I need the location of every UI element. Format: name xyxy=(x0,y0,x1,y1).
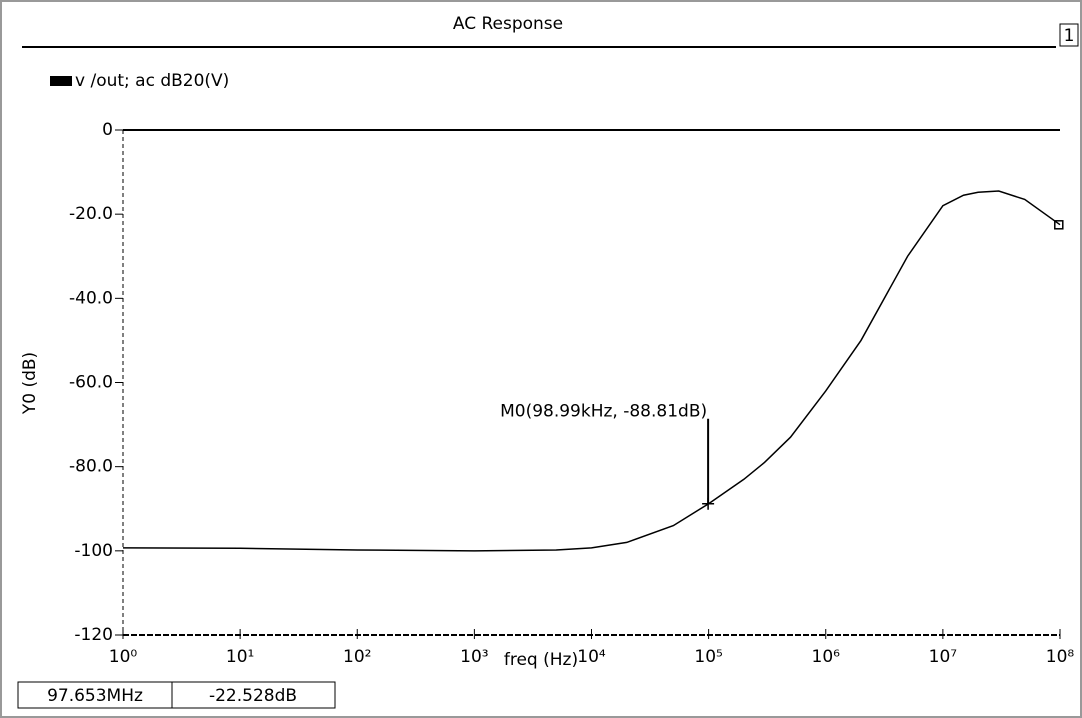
x-tick-label: 10⁴ xyxy=(577,647,606,667)
x-tick-label: 10⁷ xyxy=(929,647,958,667)
legend-swatch xyxy=(50,76,72,86)
x-tick-label: 10¹ xyxy=(226,647,254,667)
y-tick-label: -80.0 xyxy=(69,457,113,477)
x-axis-label: freq (Hz) xyxy=(504,650,578,670)
x-tick-label: 10⁸ xyxy=(1046,647,1075,667)
marker-cross xyxy=(702,497,715,510)
legend-label[interactable]: v /out; ac dB20(V) xyxy=(75,71,229,91)
panel-number[interactable]: 1 xyxy=(1064,26,1075,46)
marker-label: M0(98.99kHz, -88.81dB) xyxy=(500,402,707,422)
x-tick-label: 10² xyxy=(343,647,371,667)
y-tick-label: -20.0 xyxy=(69,204,113,224)
y-tick-label: -40.0 xyxy=(69,288,113,308)
y-axis-label: Y0 (dB) xyxy=(20,352,40,415)
cursor-x-readout: 97.653MHz xyxy=(47,686,143,706)
cursor-x-box xyxy=(17,681,173,709)
window-title: AC Response xyxy=(453,14,563,34)
plot-area xyxy=(123,130,1060,635)
curve xyxy=(122,190,1061,552)
cursor-y-box xyxy=(171,681,336,709)
y-tick-label: -100 xyxy=(74,541,113,561)
x-tick-label: 10⁵ xyxy=(694,647,722,667)
y-tick-label: -120 xyxy=(74,625,113,645)
y-tick-label: 0 xyxy=(102,120,113,140)
x-tick-label: 10³ xyxy=(460,647,488,667)
y-tick-label: -60.0 xyxy=(69,373,113,393)
cursor-point xyxy=(1054,220,1064,230)
cursor-y-readout: -22.528dB xyxy=(209,686,297,706)
x-tick-label: 10⁶ xyxy=(812,647,841,667)
x-tick-label: 10⁰ xyxy=(109,647,138,667)
panel-number-box[interactable] xyxy=(1059,23,1079,47)
